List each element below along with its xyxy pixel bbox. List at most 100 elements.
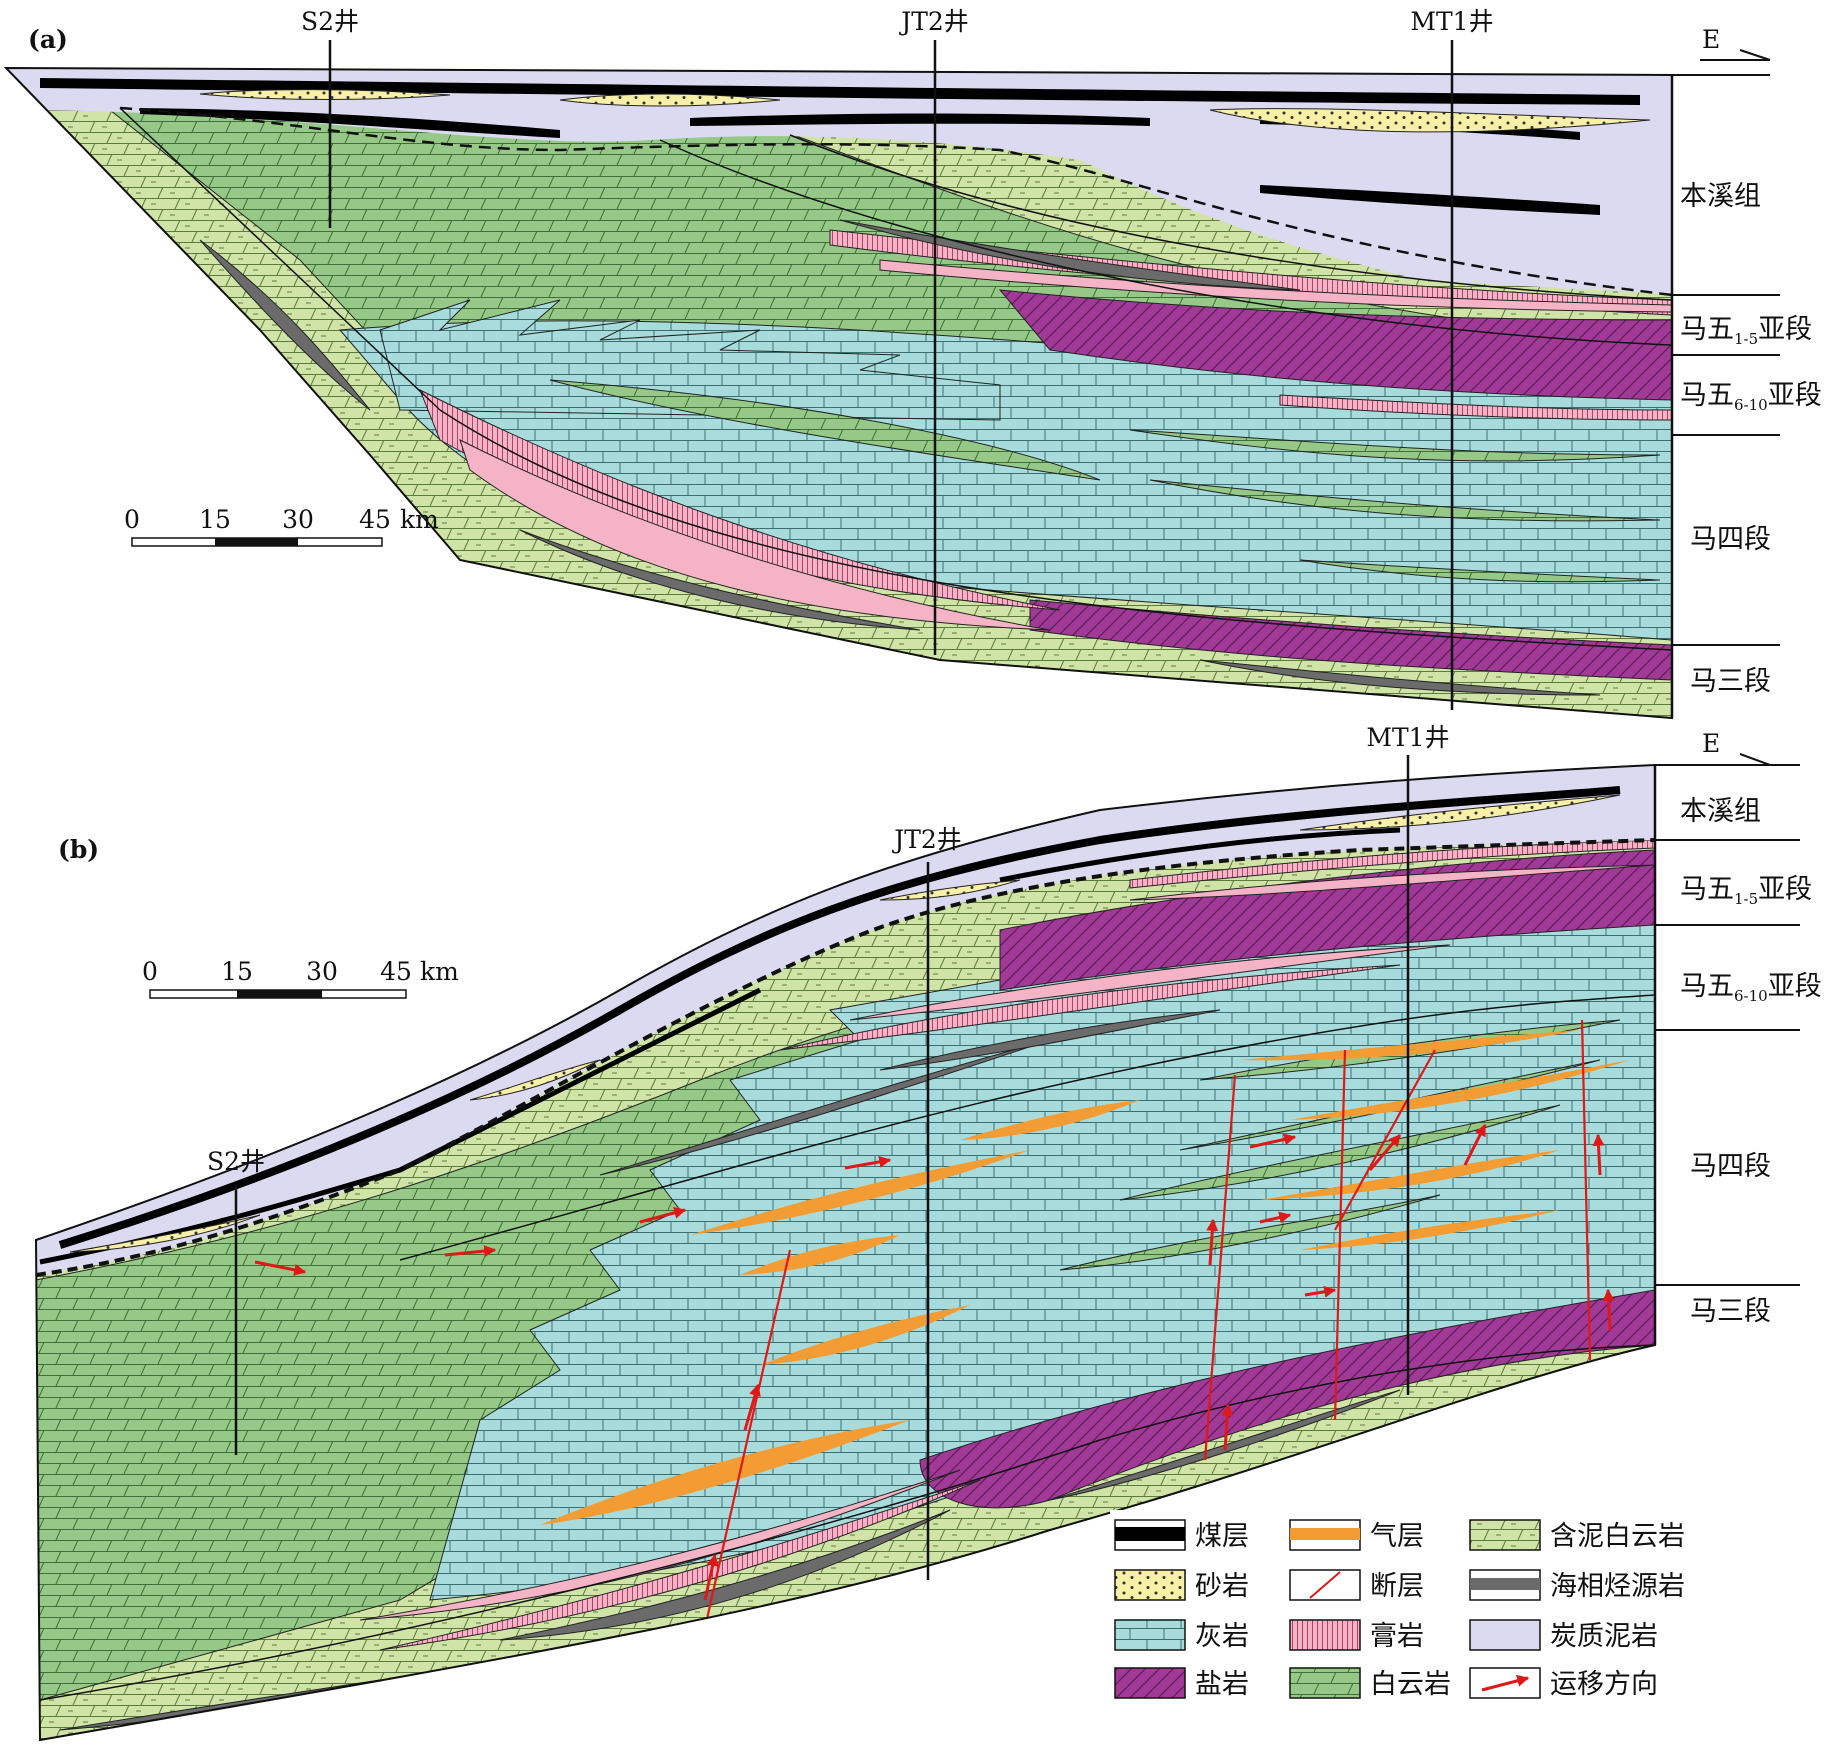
gas-layer bbox=[1260, 1150, 1560, 1200]
legend-item-coal: 煤层 bbox=[1114, 1519, 1249, 1552]
migration-arrow-icon bbox=[1249, 1133, 1297, 1149]
panel-b-wells: S2井 JT2井 MT1井 bbox=[207, 723, 1450, 1580]
scale-tick: 0 bbox=[124, 505, 140, 534]
muddy-dolomite-swatch bbox=[1469, 1519, 1541, 1551]
panel-a-direction: E bbox=[1700, 25, 1771, 61]
stratum-boundary bbox=[789, 134, 1672, 301]
legend: 煤层 砂岩 灰岩 盐岩 气层 断层 膏岩 bbox=[1110, 1510, 1770, 1700]
panel-b-label: (b) bbox=[58, 835, 99, 864]
direction-label: E bbox=[1702, 729, 1720, 758]
sandstone-lens bbox=[559, 93, 781, 107]
panel-b-strata bbox=[36, 765, 1655, 1740]
gas-layer bbox=[1300, 1210, 1560, 1250]
fault-line bbox=[1203, 1074, 1237, 1461]
scale-tick: 45 bbox=[359, 505, 391, 534]
gypsum-band bbox=[1129, 864, 1655, 901]
salt-swatch bbox=[1114, 1667, 1186, 1699]
source-rock-streak bbox=[879, 1009, 1221, 1071]
coal-seam bbox=[1260, 185, 1600, 215]
migration-arrow-icon bbox=[1592, 1133, 1605, 1176]
source-rock-streak bbox=[1199, 659, 1601, 696]
legend-item-migration: 运移方向 bbox=[1469, 1667, 1658, 1700]
dolomite-lens bbox=[1119, 1104, 1561, 1201]
dolomite-swatch bbox=[1289, 1667, 1361, 1699]
unit-label-ma5-1-5: 马五1-5亚段 bbox=[1680, 874, 1812, 908]
migration-arrow-icon bbox=[254, 1260, 307, 1276]
panel-a-strata bbox=[6, 68, 1672, 718]
legend-label: 海相烃源岩 bbox=[1550, 1571, 1685, 1602]
panel-a-wells: S2井 JT2井 MT1井 bbox=[301, 7, 1494, 710]
east-arrow-icon bbox=[1700, 753, 1771, 766]
gas-layer bbox=[760, 1305, 970, 1365]
gypsum-band bbox=[829, 229, 1672, 316]
stratum-boundary bbox=[39, 1344, 1655, 1701]
dolomite-lens bbox=[1149, 479, 1661, 522]
gypsum-band bbox=[1129, 839, 1655, 889]
stratum-boundary bbox=[119, 107, 441, 411]
well-label-mt1: MT1井 bbox=[1366, 723, 1449, 752]
legend-item-source-rock: 海相烃源岩 bbox=[1469, 1569, 1685, 1602]
sandstone-lens bbox=[1299, 794, 1621, 831]
scale-tick: 45 bbox=[380, 957, 412, 986]
well-label-s2: S2井 bbox=[301, 7, 359, 36]
scale-tick: 15 bbox=[221, 957, 253, 986]
migration-arrow-icon bbox=[1481, 1674, 1530, 1692]
sandstone-lens bbox=[469, 1059, 601, 1101]
source-rock-swatch bbox=[1470, 1578, 1540, 1590]
well-label-s2: S2井 bbox=[207, 1147, 265, 1176]
panel-b-unit-boundaries bbox=[1653, 764, 1800, 1345]
gypsum-swatch bbox=[1289, 1619, 1361, 1651]
salt-layer-ma5 bbox=[998, 289, 1672, 401]
gas-layer bbox=[690, 1150, 1030, 1235]
sandstone-swatch bbox=[1114, 1569, 1186, 1601]
gas-swatch bbox=[1290, 1528, 1360, 1540]
coal-seam bbox=[999, 827, 1401, 883]
east-arrow-icon bbox=[1700, 49, 1771, 61]
gas-layer bbox=[1290, 1060, 1630, 1120]
panel-a-label: (a) bbox=[28, 25, 68, 54]
panel-a: (a) bbox=[3, 7, 1822, 720]
panel-b-outline bbox=[34, 763, 1656, 1742]
migration-arrow-icon bbox=[1602, 1288, 1615, 1331]
dolomite-lens bbox=[549, 379, 1101, 481]
carb-mudstone-swatch bbox=[1469, 1619, 1541, 1651]
well-label-jt2: JT2井 bbox=[898, 7, 969, 36]
unconformity-line bbox=[119, 106, 1672, 297]
panel-b-unit-labels: 本溪组 马五1-5亚段 马五6-10亚段 马四段 马三段 bbox=[1680, 796, 1822, 1327]
panel-b-scale-bar: 0 15 30 45 km bbox=[142, 957, 459, 999]
migration-arrow-icon bbox=[1221, 1403, 1234, 1451]
migration-arrow-icon bbox=[1304, 1285, 1337, 1298]
migration-arrow-icon bbox=[1368, 1134, 1402, 1171]
sandstone-lens bbox=[879, 879, 1021, 901]
legend-label: 断层 bbox=[1370, 1571, 1424, 1602]
legend-item-carb-mudstone: 炭质泥岩 bbox=[1469, 1619, 1658, 1652]
legend-item-fault: 断层 bbox=[1289, 1569, 1424, 1602]
migration-arrow-icon bbox=[1206, 1218, 1219, 1266]
fault-line bbox=[698, 1249, 792, 1651]
legend-label: 砂岩 bbox=[1195, 1571, 1249, 1602]
gypsum-band bbox=[779, 964, 1401, 1051]
legend-item-muddy-dolomite: 含泥白云岩 bbox=[1469, 1519, 1685, 1552]
fault-line bbox=[1333, 1049, 1347, 1421]
fault-line bbox=[1334, 1049, 1436, 1231]
sandstone-lens bbox=[199, 89, 451, 100]
unit-label-benxi: 本溪组 bbox=[1680, 181, 1761, 212]
well-label-jt2: JT2井 bbox=[891, 825, 962, 854]
gas-layer bbox=[960, 1100, 1140, 1140]
legend-item-gas: 气层 bbox=[1289, 1519, 1424, 1552]
migration-arrows bbox=[254, 1123, 1615, 1601]
coal-seam bbox=[690, 113, 1150, 126]
scale-tick: 30 bbox=[306, 957, 338, 986]
migration-arrow-icon bbox=[444, 1245, 497, 1258]
panel-b-direction: E bbox=[1700, 729, 1771, 766]
fault-line bbox=[1580, 1019, 1592, 1361]
stratum-boundary bbox=[399, 994, 1655, 1261]
panel-b: (b) bbox=[34, 723, 1822, 1742]
legend-label: 白云岩 bbox=[1370, 1669, 1451, 1700]
migration-arrow-icon bbox=[1463, 1123, 1487, 1166]
unit-label-ma3: 马三段 bbox=[1690, 666, 1771, 697]
coal-seam bbox=[39, 987, 762, 1265]
fault-swatch bbox=[1309, 1571, 1341, 1599]
gypsum-band bbox=[879, 259, 1672, 313]
legend-label: 膏岩 bbox=[1370, 1621, 1424, 1652]
